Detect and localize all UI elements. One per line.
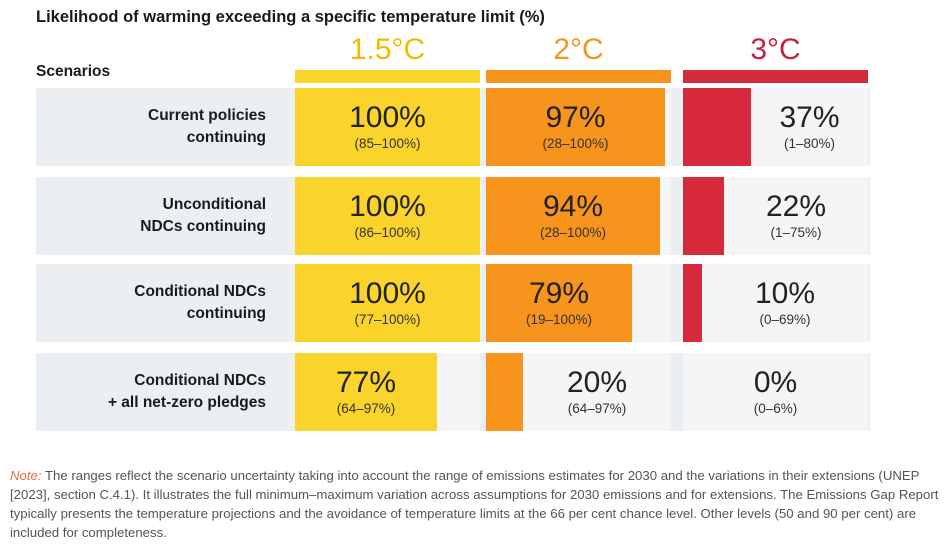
column-header-3c: 3°C xyxy=(750,33,801,66)
row-label-line: Current policies xyxy=(148,107,266,124)
cell-3c xyxy=(683,264,868,342)
range-value: (0–69%) xyxy=(759,312,811,327)
percent-value: 77% xyxy=(335,366,397,399)
bar-1-5c xyxy=(295,353,437,431)
row-label-text: Current policies continuing xyxy=(148,105,266,149)
row-label-text: Conditional NDCs + all net-zero pledges xyxy=(108,370,266,414)
range-value: (64–97%) xyxy=(336,401,396,416)
value-label-3c: 22% (1–75%) xyxy=(724,177,868,255)
footnote: Note: The ranges reflect the scenario un… xyxy=(10,466,946,542)
percent-value: 100% xyxy=(349,190,426,223)
range-value: (64–97%) xyxy=(567,401,627,416)
value-label-2c: 97% (28–100%) xyxy=(486,88,665,166)
bar-3c xyxy=(683,177,724,255)
bar-1-5c xyxy=(295,177,480,255)
bar-1-5c xyxy=(295,264,480,342)
value-label-1-5c: 100% (85–100%) xyxy=(295,88,480,166)
row-label-line: + all net-zero pledges xyxy=(107,394,266,411)
column-bar-2c xyxy=(486,70,671,83)
range-value: (1–75%) xyxy=(770,225,822,240)
range-value: (19–100%) xyxy=(525,312,593,327)
value-label-1-5c: 100% (86–100%) xyxy=(295,177,480,255)
row-label-line: continuing xyxy=(186,305,266,322)
bar-2c xyxy=(486,353,523,431)
row-label: Unconditional NDCs continuing xyxy=(36,177,266,255)
bar-2c xyxy=(486,88,665,166)
row-label-line: Conditional NDCs xyxy=(134,283,266,300)
row-label-text: Unconditional NDCs continuing xyxy=(140,194,266,238)
row-label-line: Conditional NDCs xyxy=(134,372,266,389)
row-label-text: Conditional NDCs continuing xyxy=(134,281,266,325)
column-bar-1-5c xyxy=(295,70,480,83)
bar-3c xyxy=(683,264,702,342)
column-header-2c: 2°C xyxy=(553,33,604,66)
range-value: (0–6%) xyxy=(753,401,798,416)
value-label-2c: 79% (19–100%) xyxy=(486,264,632,342)
row-label: Conditional NDCs + all net-zero pledges xyxy=(36,353,266,431)
percent-value: 79% xyxy=(528,277,590,310)
note-text: The ranges reflect the scenario uncertai… xyxy=(10,468,939,540)
range-value: (28–100%) xyxy=(539,225,607,240)
row-label: Current policies continuing xyxy=(36,88,266,166)
note-lead: Note: xyxy=(10,468,42,483)
value-label-2c: 20% (64–97%) xyxy=(523,353,671,431)
percent-value: 100% xyxy=(349,277,426,310)
percent-value: 10% xyxy=(754,277,816,310)
percent-value: 22% xyxy=(765,190,827,223)
bar-2c xyxy=(486,264,632,342)
range-value: (28–100%) xyxy=(542,136,609,151)
percent-value: 100% xyxy=(349,101,426,134)
row-label-line: NDCs continuing xyxy=(140,218,266,235)
column-header-1-5c: 1.5°C xyxy=(349,33,426,66)
value-label-1-5c: 77% (64–97%) xyxy=(295,353,437,431)
range-value: (86–100%) xyxy=(354,225,421,240)
value-label-2c: 94% (28–100%) xyxy=(486,177,660,255)
percent-value: 37% xyxy=(779,101,840,134)
bar-2c xyxy=(486,177,660,255)
row-label-line: continuing xyxy=(186,129,266,146)
value-label-3c: 10% (0–69%) xyxy=(702,264,868,342)
row-label: Conditional NDCs continuing xyxy=(36,264,266,342)
value-label-3c: 37% (1–80%) xyxy=(751,88,868,166)
value-label-1-5c: 100% (77–100%) xyxy=(295,264,480,342)
percent-value: 94% xyxy=(542,190,604,223)
range-value: (1–80%) xyxy=(783,136,836,151)
bar-3c xyxy=(683,88,751,166)
percent-value: 97% xyxy=(545,101,606,134)
bar-1-5c xyxy=(295,88,480,166)
value-label-3c: 0% (0–6%) xyxy=(683,353,868,431)
range-value: (85–100%) xyxy=(354,136,421,151)
scenarios-label: Scenarios xyxy=(36,63,111,80)
cell-3c xyxy=(683,353,868,431)
percent-value: 20% xyxy=(566,366,628,399)
chart-title: Likelihood of warming exceeding a specif… xyxy=(36,8,545,26)
row-label-line: Unconditional xyxy=(162,196,266,213)
percent-value: 0% xyxy=(753,366,798,399)
range-value: (77–100%) xyxy=(354,312,421,327)
column-bar-3c xyxy=(683,70,868,83)
